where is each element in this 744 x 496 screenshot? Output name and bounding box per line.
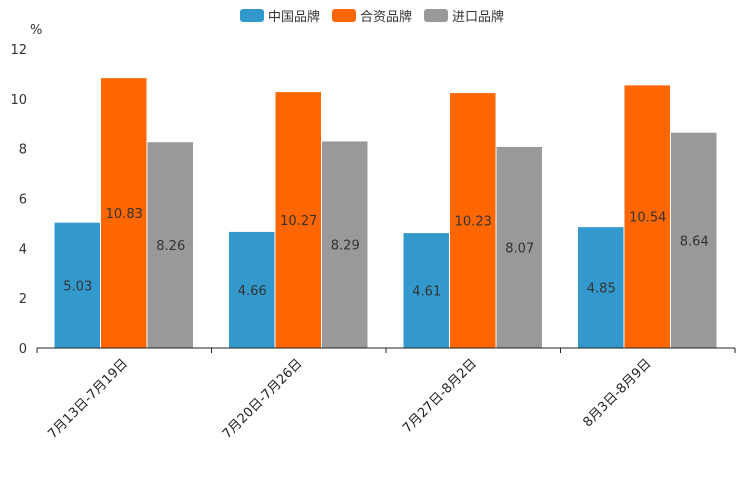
legend-label-joint: 合资品牌	[359, 10, 412, 25]
legend-swatch-joint	[331, 9, 356, 22]
data-label: 10.23	[455, 215, 492, 230]
bar[interactable]	[147, 142, 194, 348]
bar[interactable]	[450, 93, 496, 348]
y-tick-label: 4	[19, 242, 27, 257]
legend: 中国品牌 合资品牌 进口品牌	[0, 6, 744, 25]
y-tick-label: 6	[19, 193, 27, 208]
legend-item-joint[interactable]: 合资品牌	[331, 6, 412, 25]
data-label: 8.64	[680, 234, 709, 249]
data-label: 8.26	[156, 239, 185, 254]
legend-swatch-import	[424, 9, 448, 22]
legend-item-import[interactable]: 进口品牌	[424, 6, 504, 25]
y-tick-label: 2	[19, 292, 27, 307]
data-labels: 5.03 10.83 8.26 4.66 10.27 8.29 4.61 10.23 8.07 4…	[63, 207, 708, 299]
data-label: 10.83	[106, 207, 143, 222]
x-tick-label: 8月3日-8月9日	[580, 356, 654, 430]
data-label: 8.29	[331, 239, 360, 254]
y-tick-label: 0	[19, 342, 27, 357]
data-label: 4.66	[238, 284, 267, 299]
data-label: 5.03	[63, 279, 92, 294]
x-tick-label: 7月27日-8月2日	[400, 356, 480, 436]
data-label: 4.85	[587, 282, 616, 297]
bar[interactable]	[229, 231, 275, 348]
bar[interactable]	[275, 92, 322, 348]
x-axis: 7月13日-7月19日 7月20日-7月26日 7月27日-8月2日 8月3日-8月9…	[36, 347, 736, 442]
bar[interactable]	[671, 132, 717, 348]
y-tick-label: 10	[10, 93, 27, 108]
data-label: 10.54	[629, 211, 666, 226]
data-label: 8.07	[505, 241, 534, 256]
bar[interactable]	[578, 227, 624, 348]
bar[interactable]	[322, 141, 368, 348]
legend-item-china[interactable]: 中国品牌	[239, 6, 320, 25]
data-label: 10.27	[280, 214, 317, 229]
bar[interactable]	[496, 146, 543, 348]
legend-label-china: 中国品牌	[267, 10, 320, 25]
y-axis-ticks: 0 2 4 6 8 10 12	[10, 43, 27, 357]
legend-label-import: 进口品牌	[452, 10, 505, 25]
bar[interactable]	[624, 85, 671, 349]
x-tick-label: 7月20日-7月26日	[220, 356, 306, 442]
y-tick-label: 8	[19, 143, 27, 158]
bar[interactable]	[403, 233, 450, 348]
x-tick-label: 7月13日-7月19日	[45, 356, 131, 442]
bar[interactable]	[54, 222, 101, 348]
bars	[54, 78, 717, 349]
legend-swatch-china	[239, 9, 264, 22]
y-axis-unit-label: %	[30, 23, 42, 38]
bar[interactable]	[101, 78, 147, 348]
y-tick-label: 12	[10, 43, 27, 58]
data-label: 4.61	[412, 285, 441, 300]
